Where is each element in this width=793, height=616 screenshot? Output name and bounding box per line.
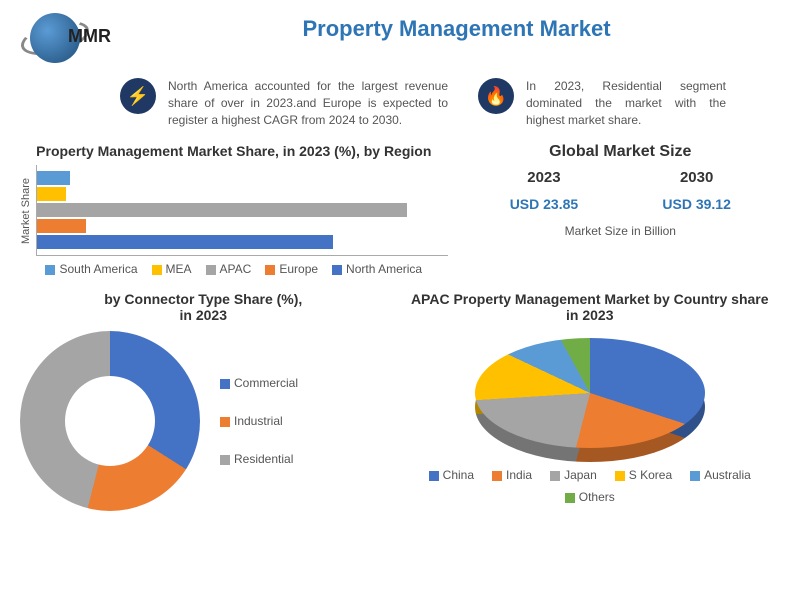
market-size-value: USD 23.85: [510, 196, 578, 212]
legend-item: North America: [332, 262, 422, 276]
legend-item: Industrial: [220, 414, 298, 428]
pie-chart-graphic: [475, 338, 705, 458]
donut-chart-graphic: [20, 331, 200, 511]
pie-chart: APAC Property Management Market by Count…: [407, 291, 774, 511]
row-charts-2: by Connector Type Share (%),in 2023 Comm…: [0, 281, 793, 521]
insights-row: ⚡ North America accounted for the larges…: [0, 68, 793, 138]
bar-row: [37, 187, 448, 201]
legend-item: India: [492, 468, 532, 482]
bar: [37, 219, 86, 233]
bar-chart-legend: South America MEA APAC Europe North America: [20, 262, 448, 276]
insight-item: 🔥 In 2023, Residential segment dominated…: [478, 78, 726, 128]
pie-chart-legend: China India Japan S Korea Australia Others: [407, 468, 774, 504]
bar: [37, 203, 407, 217]
market-size-col: 2023 USD 23.85: [510, 169, 578, 212]
market-size-year: 2030: [662, 169, 730, 186]
header: MMR Property Management Market: [0, 0, 793, 68]
legend-item: APAC: [206, 262, 252, 276]
insight-item: ⚡ North America accounted for the larges…: [120, 78, 448, 128]
pie-chart-title: APAC Property Management Market by Count…: [407, 291, 774, 323]
market-size-col: 2030 USD 39.12: [662, 169, 730, 212]
legend-item: Australia: [690, 468, 751, 482]
donut-chart-legend: Commercial Industrial Residential: [220, 376, 298, 466]
bar: [37, 235, 333, 249]
page-title: Property Management Market: [120, 8, 793, 42]
market-size-unit: Market Size in Billion: [468, 224, 773, 238]
bar-row: [37, 171, 448, 185]
legend-item: China: [429, 468, 474, 482]
donut-chart-title: by Connector Type Share (%),in 2023: [20, 291, 387, 323]
bar: [37, 171, 70, 185]
bar-chart-title: Property Management Market Share, in 202…: [20, 143, 448, 159]
bolt-icon: ⚡: [120, 78, 156, 114]
logo: MMR: [20, 8, 120, 68]
legend-item: Japan: [550, 468, 597, 482]
bar-chart-ylabel: Market Share: [20, 178, 32, 244]
logo-text: MMR: [68, 26, 111, 47]
market-size-panel: Global Market Size 2023 USD 23.85 2030 U…: [468, 143, 773, 276]
market-size-value: USD 39.12: [662, 196, 730, 212]
donut-chart: by Connector Type Share (%),in 2023 Comm…: [20, 291, 387, 511]
insight-text: North America accounted for the largest …: [168, 78, 448, 128]
legend-item: S Korea: [615, 468, 672, 482]
legend-item: Commercial: [220, 376, 298, 390]
legend-item: South America: [45, 262, 137, 276]
legend-item: Residential: [220, 452, 298, 466]
market-size-year: 2023: [510, 169, 578, 186]
market-size-title: Global Market Size: [468, 143, 773, 161]
bar-row: [37, 219, 448, 233]
legend-item: MEA: [152, 262, 192, 276]
bar-chart-bars: [36, 165, 448, 256]
bar-row: [37, 203, 448, 217]
legend-item: Europe: [265, 262, 318, 276]
bar-row: [37, 235, 448, 249]
bar: [37, 187, 66, 201]
row-charts-1: Property Management Market Share, in 202…: [0, 138, 793, 281]
insight-text: In 2023, Residential segment dominated t…: [526, 78, 726, 128]
bar-chart: Property Management Market Share, in 202…: [20, 143, 448, 276]
legend-item: Others: [565, 490, 615, 504]
flame-icon: 🔥: [478, 78, 514, 114]
